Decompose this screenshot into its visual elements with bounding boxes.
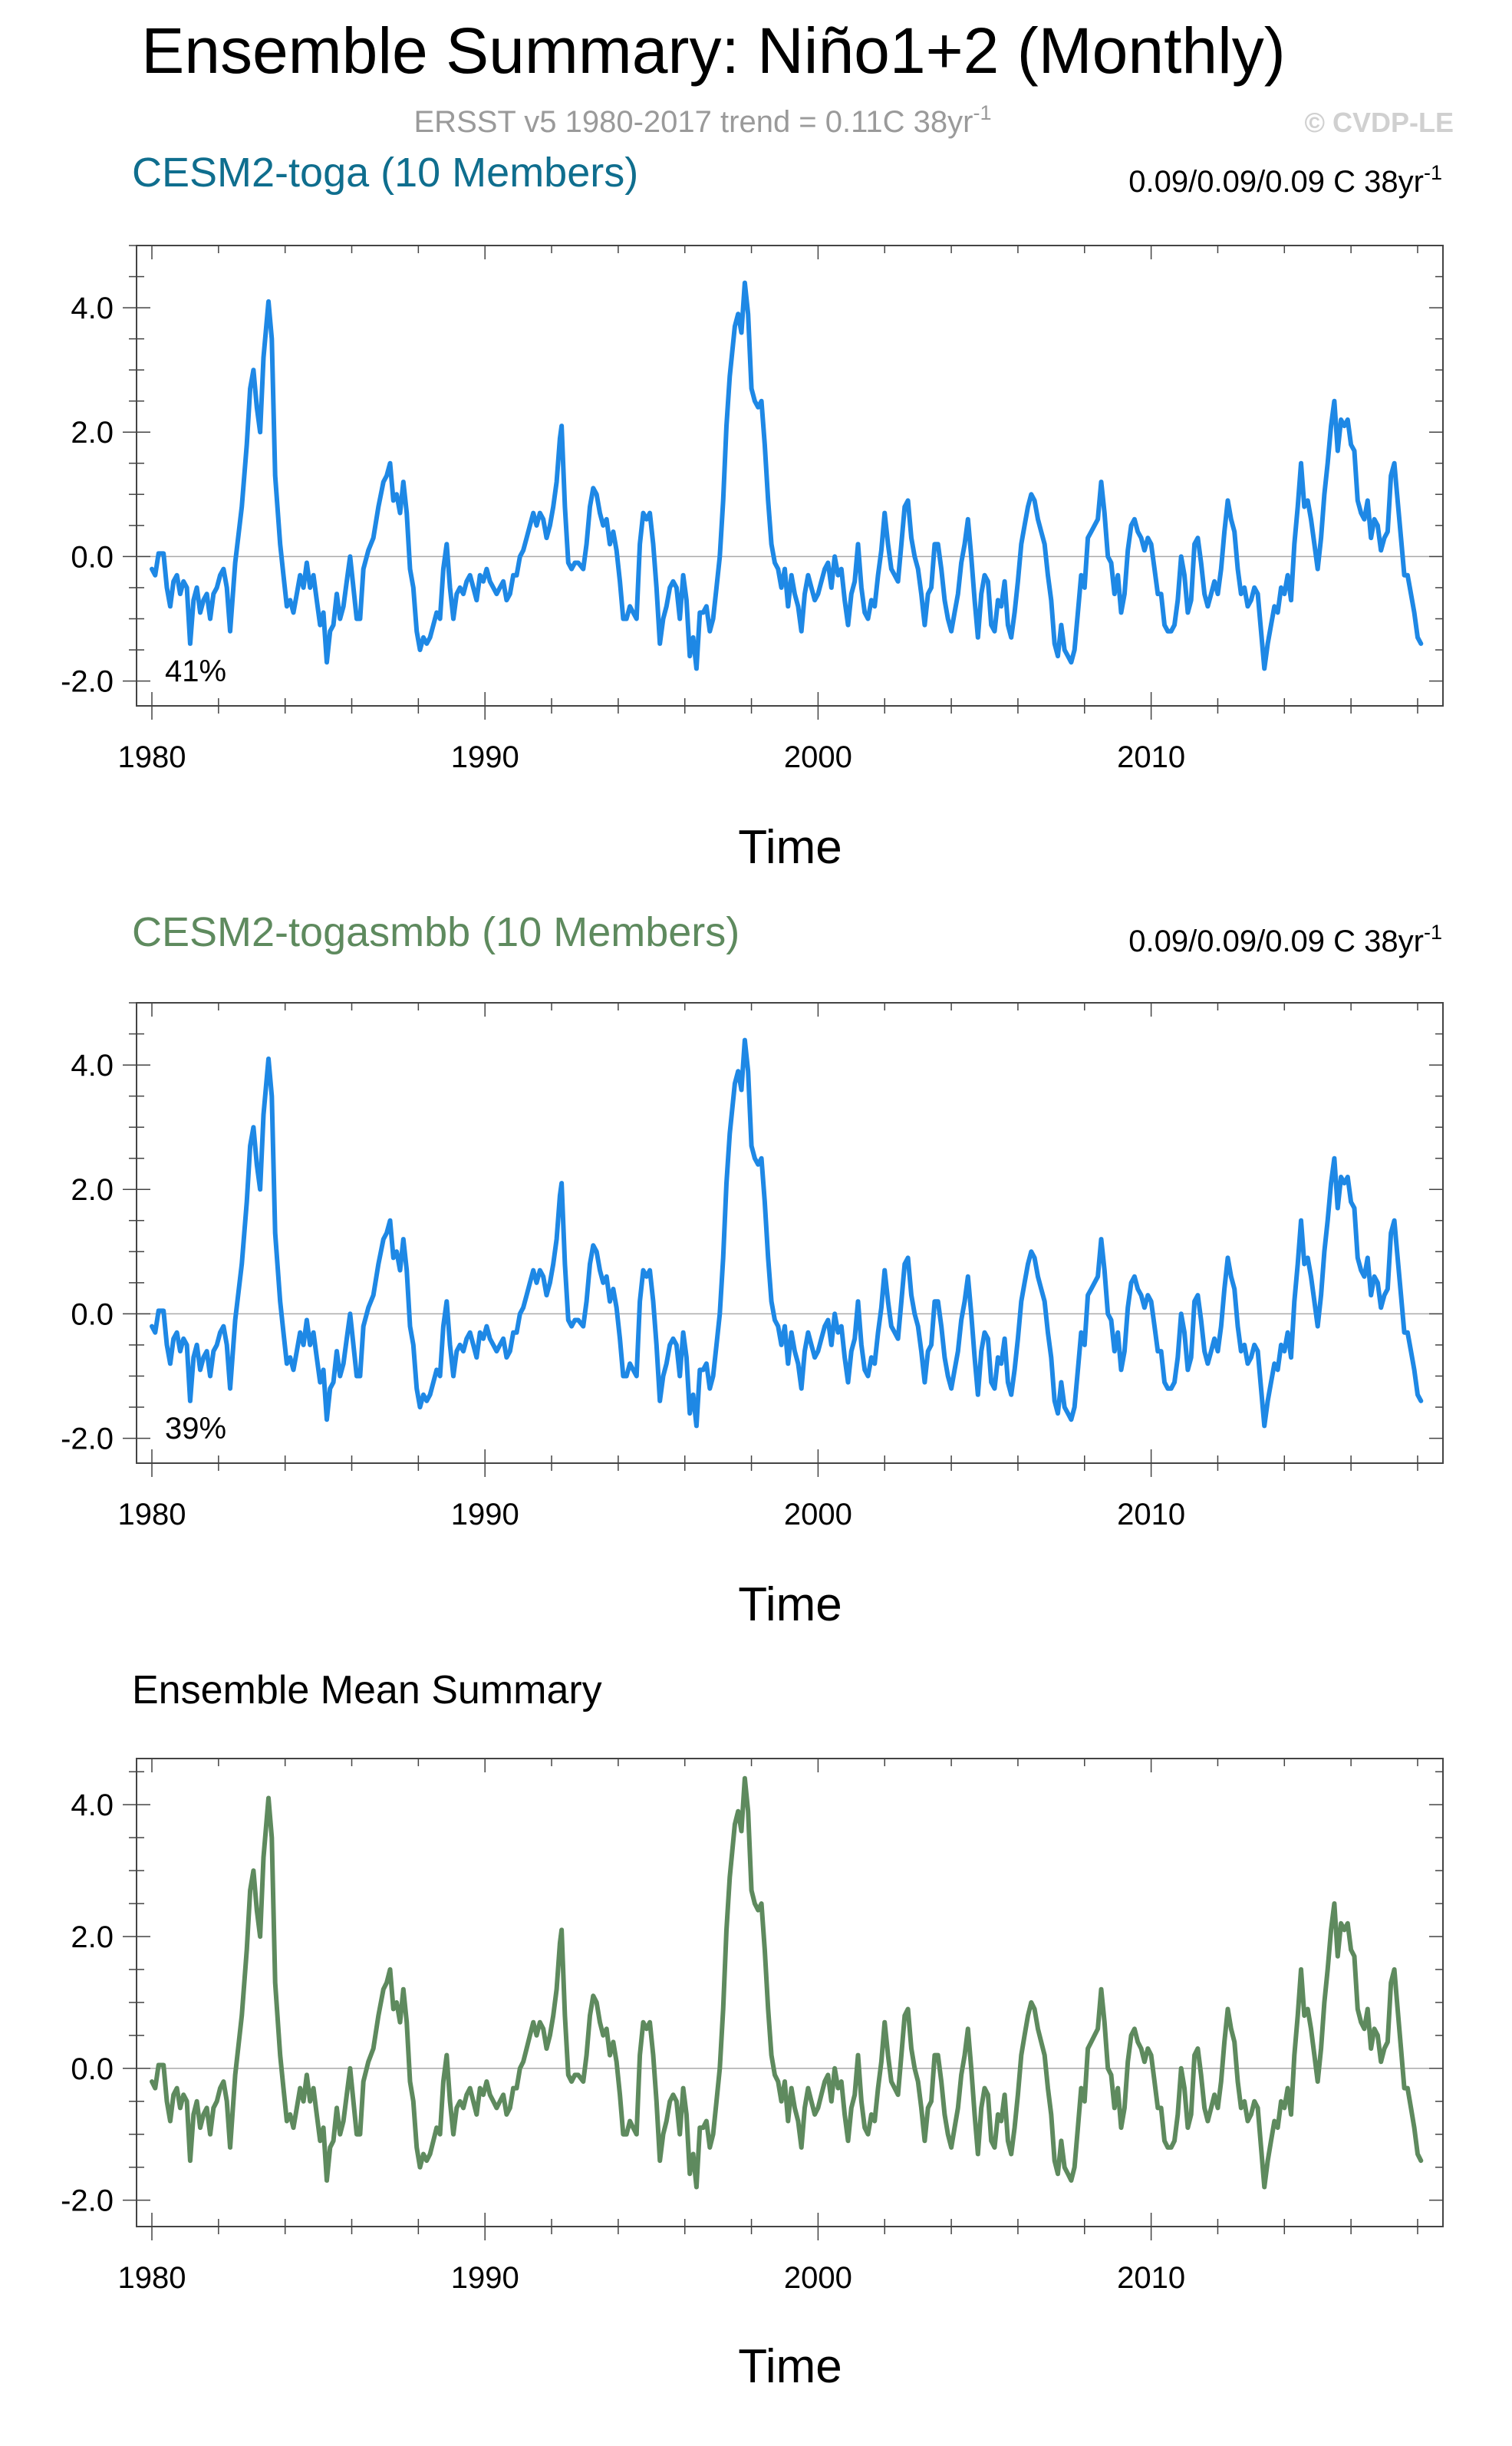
y-tick-label: 4.0 [71, 1788, 114, 1822]
x-tick-label: 1980 [118, 740, 186, 774]
panel-1-trend-superscript: -1 [1424, 161, 1442, 184]
panel-3-plot-area: -2.0 0.0 2.0 4.0 1980 1990 2000 2010 [61, 1759, 1443, 2295]
y-tick-label: 2.0 [71, 416, 114, 450]
x-tick-label: 2010 [1117, 2261, 1185, 2295]
x-tick-label: 2000 [784, 740, 852, 774]
x-tick-label: 1990 [451, 740, 519, 774]
series-line [150, 280, 1424, 671]
panel-1-plot-area: -2.0 0.0 2.0 4.0 1980 1990 2000 2010 [61, 245, 1443, 774]
y-tick-label: 2.0 [71, 1920, 114, 1954]
panel-2-percent-annotation: 39% [165, 1412, 226, 1446]
y-tick-label: 2.0 [71, 1173, 114, 1207]
y-tick-label: 4.0 [71, 1049, 114, 1083]
panel-1-title: CESM2-toga (10 Members) [132, 150, 638, 196]
figure-title: Ensemble Summary: Niño1+2 (Monthly) [141, 15, 1286, 87]
y-tick-label: -2.0 [61, 2184, 114, 2218]
panel-3-title: Ensemble Mean Summary [132, 1668, 602, 1713]
subtitle-superscript: -1 [973, 101, 991, 124]
x-tick-label: 2010 [1117, 740, 1185, 774]
y-tick-label: 0.0 [71, 1297, 114, 1331]
y-tick-label: 4.0 [71, 292, 114, 325]
panel-1-xlabel: Time [738, 821, 842, 874]
panel-3: Ensemble Mean Summary -2.0 0.0 2.0 4.0 1980 1… [61, 1668, 1444, 2393]
x-tick-label: 2000 [784, 1498, 852, 1531]
panel-1-trend: 0.09/0.09/0.09 C 38yr-1 [1128, 161, 1442, 199]
x-tick-label: 2000 [784, 2261, 852, 2295]
panel-2-trend: 0.09/0.09/0.09 C 38yr-1 [1128, 921, 1442, 958]
panel-2-trend-superscript: -1 [1424, 921, 1442, 944]
x-tick-label: 1980 [118, 1498, 186, 1531]
panel-1-percent-annotation: 41% [165, 654, 226, 688]
y-tick-label: 0.0 [71, 540, 114, 574]
panel-2-plot-area: -2.0 0.0 2.0 4.0 1980 1990 2000 2010 [61, 1002, 1443, 1531]
panel-2-title: CESM2-togasmbb (10 Members) [132, 909, 740, 955]
panel-1-frame [136, 245, 1444, 707]
x-tick-label: 1980 [118, 2261, 186, 2295]
x-tick-label: 1990 [451, 2261, 519, 2295]
panel-1: CESM2-toga (10 Members) 0.09/0.09/0.09 C… [61, 150, 1444, 874]
series-line [150, 1037, 1424, 1429]
x-tick-label: 2010 [1117, 1498, 1185, 1531]
panel-3-frame [136, 1758, 1444, 2227]
panel-2-frame [136, 1002, 1444, 1464]
x-tick-label: 1990 [451, 1498, 519, 1531]
y-tick-label: 0.0 [71, 2052, 114, 2086]
y-tick-label: -2.0 [61, 665, 114, 699]
panel-2-xlabel: Time [738, 1578, 842, 1631]
figure-subtitle: ERSST v5 1980-2017 trend = 0.11C 38yr-1 [414, 101, 992, 139]
panel-3-xlabel: Time [738, 2340, 842, 2393]
y-tick-label: -2.0 [61, 1422, 114, 1456]
panel-2: CESM2-togasmbb (10 Members) 0.09/0.09/0.… [61, 909, 1444, 1631]
series-line [150, 1775, 1424, 2190]
copyright-label: © CVDP-LE [1304, 107, 1454, 138]
